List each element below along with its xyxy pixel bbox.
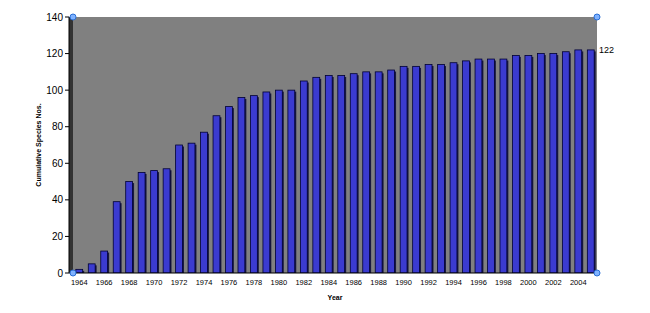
bar (88, 264, 95, 273)
bar (226, 107, 233, 273)
bar (388, 70, 395, 273)
y-tick-label: 140 (46, 12, 63, 23)
x-tick-label: 1968 (121, 278, 138, 287)
bar (313, 77, 320, 273)
x-tick-label: 1972 (171, 278, 188, 287)
y-axis-label: Cumulative Species Nos. (35, 103, 43, 186)
x-tick-label: 1988 (370, 278, 387, 287)
x-tick-label: 2002 (545, 278, 562, 287)
y-tick (65, 273, 69, 274)
y-tick-label: 20 (52, 231, 64, 242)
bars (76, 50, 596, 273)
y-tick (65, 163, 69, 164)
selection-handle (594, 14, 600, 20)
bar (350, 74, 357, 273)
annotation: 122 (599, 45, 614, 55)
chart-svg: 0 20 40 60 80 100 120 140 1964 1966 1968 1970 1972 19… (0, 0, 650, 313)
selection-handle (594, 270, 600, 276)
bar (512, 55, 519, 273)
y-tick-label: 40 (52, 194, 64, 205)
x-tick-label: 1978 (246, 278, 263, 287)
y-tick (65, 90, 69, 91)
x-tick-label: 1966 (96, 278, 113, 287)
x-tick-label: 1992 (420, 278, 437, 287)
bar (413, 66, 420, 273)
bar (363, 72, 370, 273)
bar (188, 143, 195, 273)
x-tick-label: 1970 (146, 278, 163, 287)
y-tick-label: 80 (52, 121, 64, 132)
bar (562, 52, 569, 273)
bar (213, 116, 220, 273)
x-tick-label: 1984 (320, 278, 337, 287)
y-tick-label: 0 (57, 268, 63, 279)
bar (275, 90, 282, 273)
bar (201, 132, 208, 273)
bar (475, 59, 482, 273)
bar (151, 171, 158, 273)
x-tick-label: 1986 (345, 278, 362, 287)
bar (425, 65, 432, 273)
x-tick-label: 2000 (520, 278, 537, 287)
bar (375, 72, 382, 273)
bar (300, 81, 307, 273)
bar (450, 63, 457, 273)
bar (250, 96, 257, 273)
bar (550, 54, 557, 273)
bar (238, 97, 245, 273)
x-tick-label: 1974 (196, 278, 213, 287)
bar (575, 50, 582, 273)
x-axis-label: Year (328, 294, 343, 301)
bar (500, 59, 507, 273)
bar (463, 61, 470, 273)
x-tick-label: 2004 (570, 278, 587, 287)
bar (126, 182, 133, 273)
y-tick (65, 17, 69, 18)
x-tick-label: 1996 (470, 278, 487, 287)
plot-area (73, 17, 597, 273)
y-tick-label: 120 (46, 48, 63, 59)
y-tick (65, 236, 69, 237)
bar (400, 66, 407, 273)
selection-handle (70, 270, 76, 276)
chart-container: 0 20 40 60 80 100 120 140 1964 1966 1968 1970 1972 19… (0, 0, 650, 313)
bar (288, 90, 295, 273)
side-wall (69, 17, 73, 273)
x-tick-label: 1998 (495, 278, 512, 287)
bar (438, 65, 445, 273)
x-tick-label: 1994 (445, 278, 462, 287)
bar (587, 50, 594, 273)
x-tick-label: 1976 (221, 278, 238, 287)
selection-handle (70, 14, 76, 20)
bar (101, 251, 108, 273)
x-tick-label: 1982 (295, 278, 312, 287)
bar (325, 76, 332, 273)
bar (176, 145, 183, 273)
y-tick (65, 126, 69, 127)
bar (488, 59, 495, 273)
x-axis (69, 273, 597, 274)
y-tick-label: 100 (46, 85, 63, 96)
bar (113, 202, 120, 273)
x-tick-label: 1990 (395, 278, 412, 287)
y-axis (69, 17, 70, 273)
y-tick-label: 60 (52, 158, 64, 169)
bar (76, 269, 83, 273)
bar (537, 54, 544, 273)
y-tick (65, 53, 69, 54)
bar (138, 172, 145, 273)
bar (338, 76, 345, 273)
bar (525, 55, 532, 273)
bar (163, 169, 170, 273)
bar (263, 92, 270, 273)
x-tick-label: 1980 (271, 278, 288, 287)
x-tick-label: 1964 (71, 278, 88, 287)
y-tick (65, 199, 69, 200)
